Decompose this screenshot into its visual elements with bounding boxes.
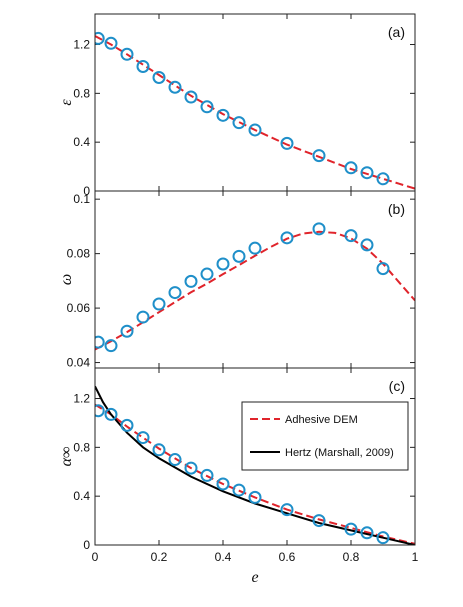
panel-c: 0 0.4 0.8 1.2 0 0.2 0.4 0.6 0.8 1 (c) α∞ e Adhesive D…	[58, 367, 419, 586]
data-point-a	[184, 90, 198, 104]
axes-frame-b	[94, 190, 416, 369]
ytick-label-c: 0	[83, 538, 90, 552]
ytick-label-c: 0.8	[73, 440, 90, 454]
axes-frame-a	[94, 13, 416, 192]
data-point-c	[136, 431, 150, 445]
data-point-a	[216, 108, 230, 122]
xtick-label: 0	[92, 550, 99, 564]
data-point-b	[360, 238, 374, 252]
data-point-b	[216, 257, 230, 271]
data-point-c	[216, 477, 230, 491]
data-point-a	[168, 80, 182, 94]
data-point-b	[136, 310, 150, 324]
panel-label-a: (a)	[388, 24, 405, 40]
data-point-c	[360, 526, 374, 540]
data-point-b	[232, 249, 246, 263]
data-point-b	[248, 241, 262, 255]
legend: Adhesive DEM Hertz (Marshall, 2009)	[241, 401, 409, 471]
data-point-c	[184, 461, 198, 475]
plot-area-c	[95, 385, 415, 545]
xtick-label: 1	[412, 550, 419, 564]
xtick-label: 0.2	[151, 550, 168, 564]
panel-label-c: (c)	[389, 378, 405, 394]
data-point-c	[120, 418, 134, 432]
data-point-c	[95, 404, 105, 418]
xtick-label: 0.8	[343, 550, 360, 564]
ytick-label-a: 0	[83, 184, 90, 198]
data-point-a	[248, 123, 262, 137]
xtick-label: 0.6	[279, 550, 296, 564]
ytick-label-b: 0.08	[67, 247, 91, 261]
data-point-b	[344, 229, 358, 243]
data-point-b	[200, 267, 214, 281]
ytick-label-c: 0.4	[73, 489, 90, 503]
ytick-label-b: 0.04	[67, 356, 91, 370]
data-point-a	[344, 161, 358, 175]
dem-line-a	[95, 35, 415, 190]
data-point-c	[104, 407, 118, 421]
data-point-b	[95, 335, 105, 349]
y-axis-label-c: α∞	[58, 447, 75, 467]
data-point-b	[184, 274, 198, 288]
data-point-c	[344, 522, 358, 536]
axes-frame-c	[94, 367, 416, 546]
data-point-a	[152, 70, 166, 84]
plot-area-a	[95, 31, 415, 190]
data-point-c	[376, 531, 390, 545]
data-point-c	[248, 490, 262, 504]
data-point-c	[152, 443, 166, 457]
plot-area-b	[95, 222, 415, 353]
data-point-c	[232, 483, 246, 497]
data-point-a	[232, 116, 246, 130]
x-axis-label: e	[251, 569, 258, 586]
ytick-label-a: 0.4	[73, 135, 90, 149]
data-point-c	[168, 453, 182, 467]
ytick-label-c: 1.2	[73, 392, 90, 406]
data-point-a	[104, 36, 118, 50]
y-axis-label-b: ω	[58, 274, 75, 285]
data-point-a	[95, 31, 105, 45]
legend-entry: Adhesive DEM	[285, 414, 358, 426]
ytick-label-a: 0.8	[73, 86, 90, 100]
data-point-a	[360, 166, 374, 180]
data-point-b	[280, 231, 294, 245]
data-point-b	[120, 324, 134, 338]
panel-a: 0 0.4 0.8 1.2 (a) ε	[58, 13, 416, 198]
data-point-c	[312, 514, 326, 528]
ytick-label-a: 1.2	[73, 38, 90, 52]
data-point-a	[312, 149, 326, 163]
ytick-label-b: 0.1	[73, 192, 90, 206]
ytick-label-b: 0.06	[67, 301, 91, 315]
y-axis-label-a: ε	[58, 99, 75, 106]
data-point-a	[200, 100, 214, 114]
panel-b: 0.04 0.06 0.08 0.1 (b) ω	[58, 190, 416, 370]
data-point-b	[104, 339, 118, 353]
data-point-b	[376, 262, 390, 276]
data-point-b	[168, 286, 182, 300]
xtick-label: 0.4	[215, 550, 232, 564]
data-point-a	[376, 172, 390, 186]
data-point-a	[120, 47, 134, 61]
data-point-c	[200, 468, 214, 482]
panel-label-b: (b)	[388, 201, 405, 217]
legend-entry: Hertz (Marshall, 2009)	[285, 447, 394, 459]
legend-box	[241, 401, 409, 471]
data-point-a	[136, 59, 150, 73]
data-point-c	[280, 503, 294, 517]
data-point-b	[152, 297, 166, 311]
data-point-a	[280, 136, 294, 150]
data-point-b	[312, 222, 326, 236]
